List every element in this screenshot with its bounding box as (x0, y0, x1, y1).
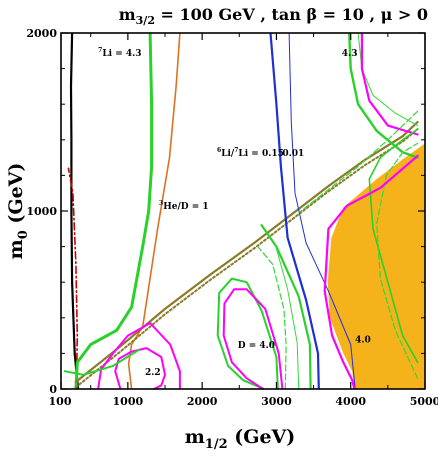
title-m: m (119, 5, 136, 24)
ylabel-sub: 0 (16, 230, 31, 239)
contour-black_boundary-0 (69, 33, 80, 389)
contour-deuterium-21 (97, 322, 181, 389)
contour-he3-3 (127, 33, 181, 389)
plot-area (63, 33, 425, 389)
y-tick-label: 1000 (26, 205, 57, 218)
contour-lithium7-18 (216, 277, 279, 389)
x-tick-label: 5000 (410, 395, 438, 408)
contour-label: 0.01 (282, 149, 304, 159)
x-tick-label: 2000 (187, 395, 218, 408)
axis-ticks: 100 1000 2000 3000 4000 5000 0 1000 2000 (26, 27, 438, 408)
contour-label: 4.3 (342, 49, 358, 59)
contour-li_light-11 (298, 110, 419, 214)
xlabel-sub: 1/2 (205, 437, 228, 452)
ylabel-main: m (5, 239, 27, 259)
contour-deuterium-19 (222, 288, 284, 389)
x-tick-label: 4000 (335, 395, 366, 408)
title-rest: = 100 GeV , tan (155, 5, 306, 24)
ylabel-unit: (GeV) (5, 163, 27, 231)
title-rest2: = 10 , (317, 5, 381, 24)
contour-lithium7-15 (260, 224, 312, 389)
x-tick-label: 1000 (113, 395, 144, 408)
contour-label: 3He/D = 1 (159, 200, 209, 212)
xlabel-main: m (185, 426, 205, 448)
contour-deuterium-20 (114, 347, 166, 389)
x-axis-label: m1/2 (GeV) (185, 426, 296, 452)
xlabel-unit: (GeV) (228, 426, 296, 448)
contour-label: 7Li = 4.3 (98, 47, 141, 59)
contour-label: 4.0 (355, 336, 371, 346)
title-m-sub: 3/2 (136, 14, 155, 27)
contour-deuterium-10 (360, 33, 419, 136)
contour-lithium6-7 (288, 33, 356, 389)
chart-title: m3/2 = 100 GeV , tan β = 10 , μ > 0 (119, 5, 428, 27)
excluded-region (327, 143, 425, 389)
x-tick-label: 100 (49, 395, 72, 408)
title-rest3: > 0 (392, 5, 428, 24)
contour-lithium7-8 (348, 33, 419, 159)
contour-dark_stau-5 (74, 128, 419, 389)
y-tick-label: 0 (49, 383, 57, 396)
contour-lithium7-2 (74, 33, 154, 389)
contour-label: 2.2 (145, 368, 161, 378)
y-axis-label: m0 (GeV) (5, 163, 31, 260)
title-beta: β (306, 5, 317, 24)
contour-lithium7-22 (63, 348, 140, 376)
contour-dashdot-1 (67, 167, 79, 376)
contour-li_light-16 (274, 242, 300, 389)
contour-label: 6Li/7Li = 0.15 (217, 147, 284, 159)
contour-lithium6-6 (269, 33, 320, 389)
y-tick-label: 2000 (26, 27, 57, 40)
title-mu: μ (381, 5, 393, 24)
annotations: 7Li = 4.3 3He/D = 1 6Li/7Li = 0.150.01 4.3 D… (98, 47, 371, 378)
contour-li_light-17 (257, 246, 287, 389)
x-tick-label: 3000 (261, 395, 292, 408)
contour-li_light-9 (357, 33, 419, 127)
contour-label: D = 4.0 (238, 341, 275, 351)
contour-li_light-13 (376, 142, 419, 379)
contour-lithium7-12 (368, 128, 419, 364)
contour-deuterium-14 (323, 154, 419, 389)
